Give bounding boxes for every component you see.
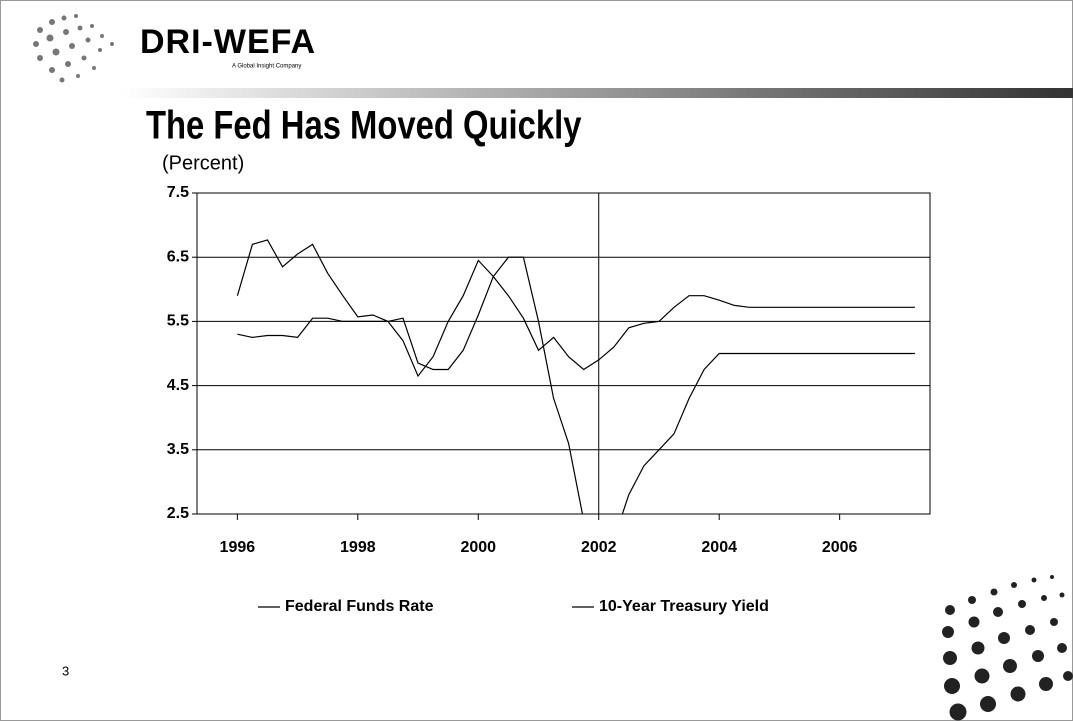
y-tick-label: 4.5: [167, 377, 189, 394]
logo-tagline: A Global Insight Company: [232, 64, 301, 70]
y-tick-label: 3.5: [167, 441, 189, 458]
data-line: [236, 239, 915, 378]
logo-text: DRI-WEFA: [140, 23, 316, 61]
series-group: [236, 239, 915, 514]
legend-label: 10-Year Treasury Yield: [599, 598, 769, 615]
x-tick-label: 2006: [822, 539, 858, 556]
chart-title: The Fed Has Moved Quickly: [146, 102, 582, 147]
legend-label: Federal Funds Rate: [285, 598, 434, 615]
y-tick-label: 5.5: [167, 313, 189, 330]
y-tick-label: 7.5: [167, 184, 189, 201]
x-tick-label: 1998: [340, 539, 376, 556]
corner-dots: [942, 575, 1073, 721]
y-axis-label: (Percent): [162, 152, 244, 174]
y-tick-label: 2.5: [167, 505, 189, 522]
page-number: 3: [62, 663, 69, 678]
logo-dots: [33, 14, 114, 83]
x-tick-label: 2000: [460, 539, 496, 556]
y-tick-label: 6.5: [167, 248, 189, 265]
header-bar: [120, 88, 1073, 98]
x-tick-label: 1996: [220, 539, 256, 556]
x-tick-label: 2002: [581, 539, 617, 556]
x-tick-label: 2004: [701, 539, 737, 556]
data-line: [237, 256, 915, 514]
